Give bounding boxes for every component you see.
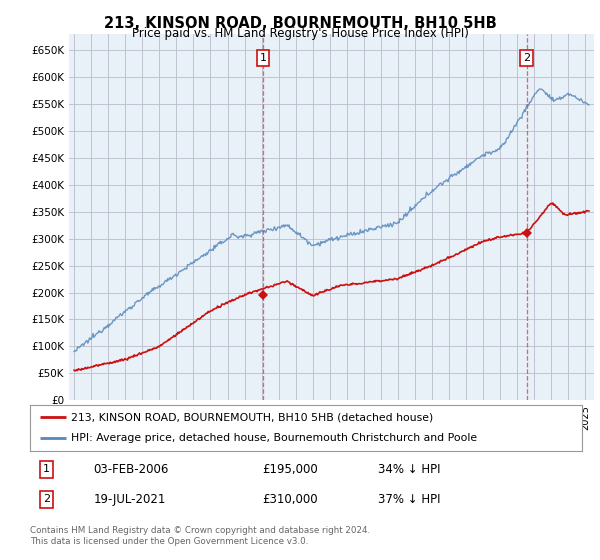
Text: 2: 2 (43, 494, 50, 505)
Text: 213, KINSON ROAD, BOURNEMOUTH, BH10 5HB: 213, KINSON ROAD, BOURNEMOUTH, BH10 5HB (104, 16, 496, 31)
Text: 03-FEB-2006: 03-FEB-2006 (94, 463, 169, 476)
Text: £195,000: £195,000 (262, 463, 317, 476)
Text: Price paid vs. HM Land Registry's House Price Index (HPI): Price paid vs. HM Land Registry's House … (131, 27, 469, 40)
Text: 37% ↓ HPI: 37% ↓ HPI (378, 493, 440, 506)
Text: 1: 1 (43, 464, 50, 474)
Text: Contains HM Land Registry data © Crown copyright and database right 2024.
This d: Contains HM Land Registry data © Crown c… (30, 526, 370, 546)
Text: 19-JUL-2021: 19-JUL-2021 (94, 493, 166, 506)
Text: 213, KINSON ROAD, BOURNEMOUTH, BH10 5HB (detached house): 213, KINSON ROAD, BOURNEMOUTH, BH10 5HB … (71, 412, 434, 422)
Text: 2: 2 (523, 53, 530, 63)
Text: £310,000: £310,000 (262, 493, 317, 506)
Text: 34% ↓ HPI: 34% ↓ HPI (378, 463, 440, 476)
Text: 1: 1 (260, 53, 266, 63)
Text: HPI: Average price, detached house, Bournemouth Christchurch and Poole: HPI: Average price, detached house, Bour… (71, 433, 478, 444)
